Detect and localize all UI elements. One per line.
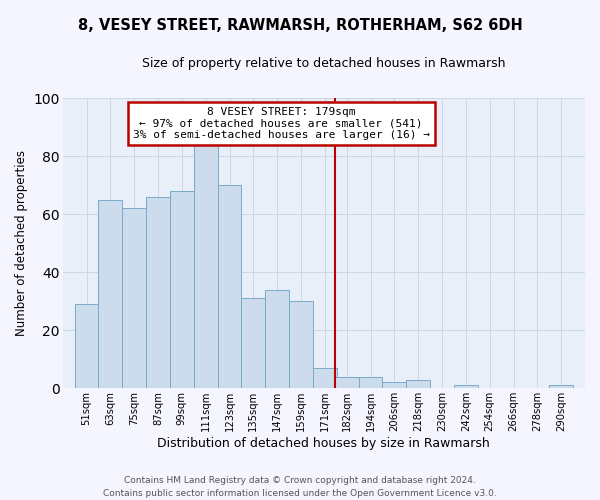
Bar (122, 208, 146, 388)
Bar (289, 301, 313, 388)
Bar (170, 191, 194, 388)
X-axis label: Distribution of detached houses by size in Rawmarsh: Distribution of detached houses by size … (157, 437, 490, 450)
Bar (74, 304, 98, 388)
Text: Contains HM Land Registry data © Crown copyright and database right 2024.
Contai: Contains HM Land Registry data © Crown c… (103, 476, 497, 498)
Y-axis label: Number of detached properties: Number of detached properties (15, 150, 28, 336)
Bar (335, 376, 359, 388)
Bar (359, 376, 382, 388)
Bar (98, 200, 122, 388)
Bar (382, 382, 406, 388)
Bar (406, 380, 430, 388)
Bar (313, 368, 337, 388)
Bar (265, 290, 289, 388)
Bar (454, 386, 478, 388)
Bar (146, 196, 170, 388)
Bar (218, 185, 241, 388)
Title: Size of property relative to detached houses in Rawmarsh: Size of property relative to detached ho… (142, 58, 506, 70)
Bar (241, 298, 265, 388)
Text: 8 VESEY STREET: 179sqm
← 97% of detached houses are smaller (541)
3% of semi-det: 8 VESEY STREET: 179sqm ← 97% of detached… (133, 107, 430, 140)
Text: 8, VESEY STREET, RAWMARSH, ROTHERHAM, S62 6DH: 8, VESEY STREET, RAWMARSH, ROTHERHAM, S6… (77, 18, 523, 32)
Bar (194, 144, 218, 388)
Bar (549, 386, 573, 388)
